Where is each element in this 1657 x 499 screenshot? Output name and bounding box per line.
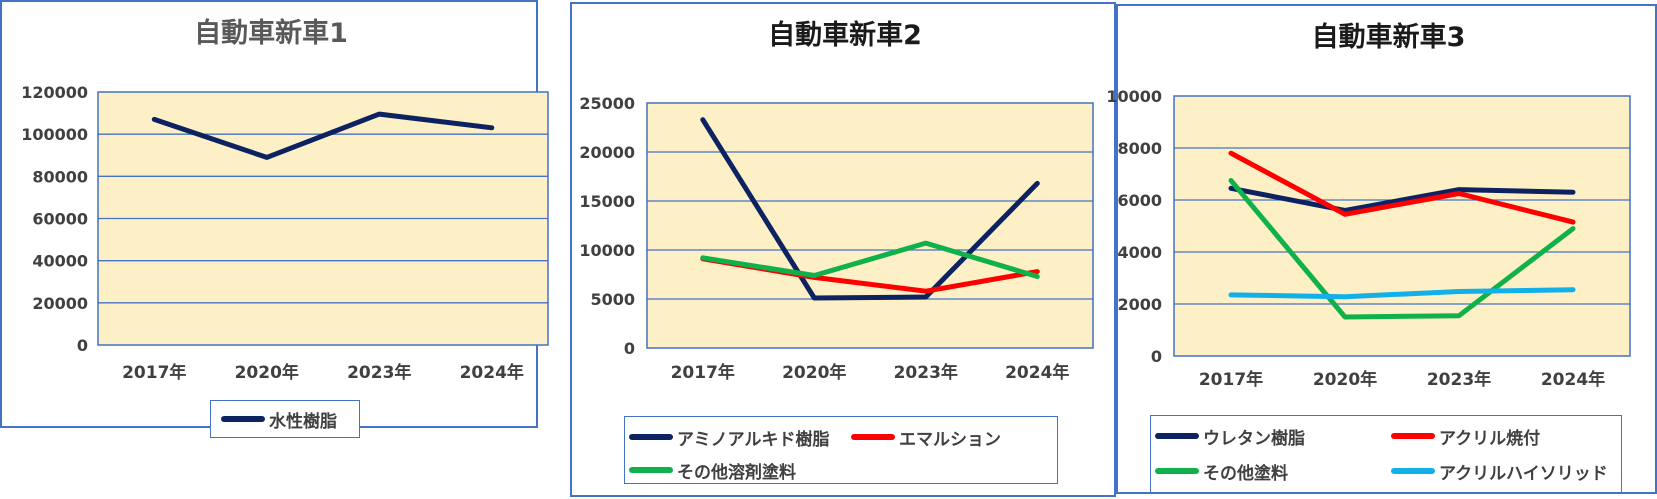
x-tick-label: 2017年	[1199, 369, 1263, 390]
legend-item: その他溶剤塗料	[629, 459, 796, 483]
legend-label: ウレタン樹脂	[1203, 428, 1305, 449]
y-tick-label: 10000	[1106, 87, 1162, 106]
chart-svg-2: 自動車新車2 0 5000 10000 15000 20000 25000 2017年 2020…	[579, 19, 1094, 383]
chart-panel-3: 自動車新車3 0 2000 4000 6000 8000 10000 2017年 2020年 20…	[1106, 4, 1657, 494]
legend-item: エマルション	[851, 426, 1001, 450]
legend-swatch	[1155, 468, 1199, 474]
legend-item: アクリル焼付	[1391, 425, 1541, 449]
y-tick-label: 40000	[32, 252, 88, 271]
plot-frame	[1173, 95, 1631, 357]
y-tick-label: 10000	[579, 241, 635, 260]
legend: 水性樹脂	[210, 400, 360, 438]
legend-swatch	[629, 434, 673, 440]
legend-swatch	[629, 467, 673, 473]
chart-panel-2: 自動車新車2 0 5000 10000 15000 20000 25000 2017年 2020…	[570, 2, 1116, 497]
legend-item: 水性樹脂	[221, 408, 337, 432]
legend-item: その他塗料	[1155, 460, 1288, 484]
x-tick-label: 2023年	[894, 362, 958, 383]
series-line-4	[1228, 287, 1576, 300]
x-tick-label: 2020年	[782, 362, 846, 383]
chart-svg-3: 自動車新車3 0 2000 4000 6000 8000 10000 2017年 2020年 20…	[1106, 21, 1631, 390]
series-line-1	[1228, 185, 1576, 213]
legend-swatch	[1391, 468, 1435, 474]
y-tick-label: 20000	[579, 143, 635, 162]
x-tick-label: 2020年	[1313, 369, 1377, 390]
legend-label: アクリルハイソリッド	[1439, 463, 1608, 484]
legend-label: その他塗料	[1203, 463, 1288, 484]
y-tick-label: 0	[77, 336, 88, 355]
y-tick-label: 2000	[1117, 295, 1162, 314]
series-line-3	[1228, 178, 1576, 320]
legend-label: エマルション	[899, 429, 1001, 450]
x-tick-label: 2020年	[235, 362, 299, 383]
y-tick-label: 120000	[21, 83, 88, 102]
legend-swatch	[1391, 433, 1435, 439]
y-tick-label: 6000	[1117, 191, 1162, 210]
legend-label: 水性樹脂	[269, 411, 337, 432]
legend-item: アミノアルキド樹脂	[629, 426, 830, 450]
legend-swatch	[1155, 433, 1199, 439]
series-line-1	[700, 117, 1040, 301]
legend: ウレタン樹脂 アクリル焼付その他塗料 アクリルハイソリッド	[1150, 415, 1622, 493]
chart-svg-1: 自動車新車1 0 20000 40000 60000 80000 100000 120000 2…	[21, 17, 549, 383]
legend-label: アクリル焼付	[1439, 428, 1541, 449]
legend-item: アクリルハイソリッド	[1391, 460, 1608, 484]
y-tick-label: 4000	[1117, 243, 1162, 262]
chart-title: 自動車新車2	[768, 19, 922, 51]
plot-area	[647, 103, 1093, 348]
y-tick-label: 25000	[579, 94, 635, 113]
x-tick-label: 2017年	[122, 362, 186, 383]
legend-swatch	[221, 416, 265, 422]
legend-label: その他溶剤塗料	[677, 462, 796, 483]
y-tick-label: 100000	[21, 125, 88, 144]
y-tick-label: 80000	[32, 167, 88, 186]
plot-area	[1174, 96, 1630, 356]
series-line-2	[1228, 150, 1576, 225]
series-line-1	[151, 111, 495, 160]
x-tick-label: 2017年	[671, 362, 735, 383]
chart-title: 自動車新車3	[1312, 21, 1466, 53]
x-tick-label: 2023年	[1427, 369, 1491, 390]
y-tick-label: 20000	[32, 294, 88, 313]
legend: アミノアルキド樹脂 エマルションその他溶剤塗料	[624, 416, 1058, 484]
series-line-3	[700, 240, 1040, 279]
plot-frame	[646, 102, 1094, 349]
y-tick-label: 0	[624, 339, 635, 358]
x-tick-label: 2023年	[347, 362, 411, 383]
legend-swatch	[851, 434, 895, 440]
y-tick-label: 5000	[590, 290, 635, 309]
plot-frame	[97, 91, 549, 346]
y-tick-label: 0	[1151, 347, 1162, 366]
x-tick-label: 2024年	[1005, 362, 1069, 383]
y-tick-label: 15000	[579, 192, 635, 211]
legend-item: ウレタン樹脂	[1155, 425, 1305, 449]
y-tick-label: 8000	[1117, 139, 1162, 158]
x-tick-label: 2024年	[1541, 369, 1605, 390]
chart-panel-1: 自動車新車1 0 20000 40000 60000 80000 100000 120000 2…	[0, 0, 549, 438]
x-tick-label: 2024年	[460, 362, 524, 383]
legend-label: アミノアルキド樹脂	[677, 429, 830, 450]
y-tick-label: 60000	[32, 210, 88, 229]
chart-title: 自動車新車1	[194, 17, 348, 49]
